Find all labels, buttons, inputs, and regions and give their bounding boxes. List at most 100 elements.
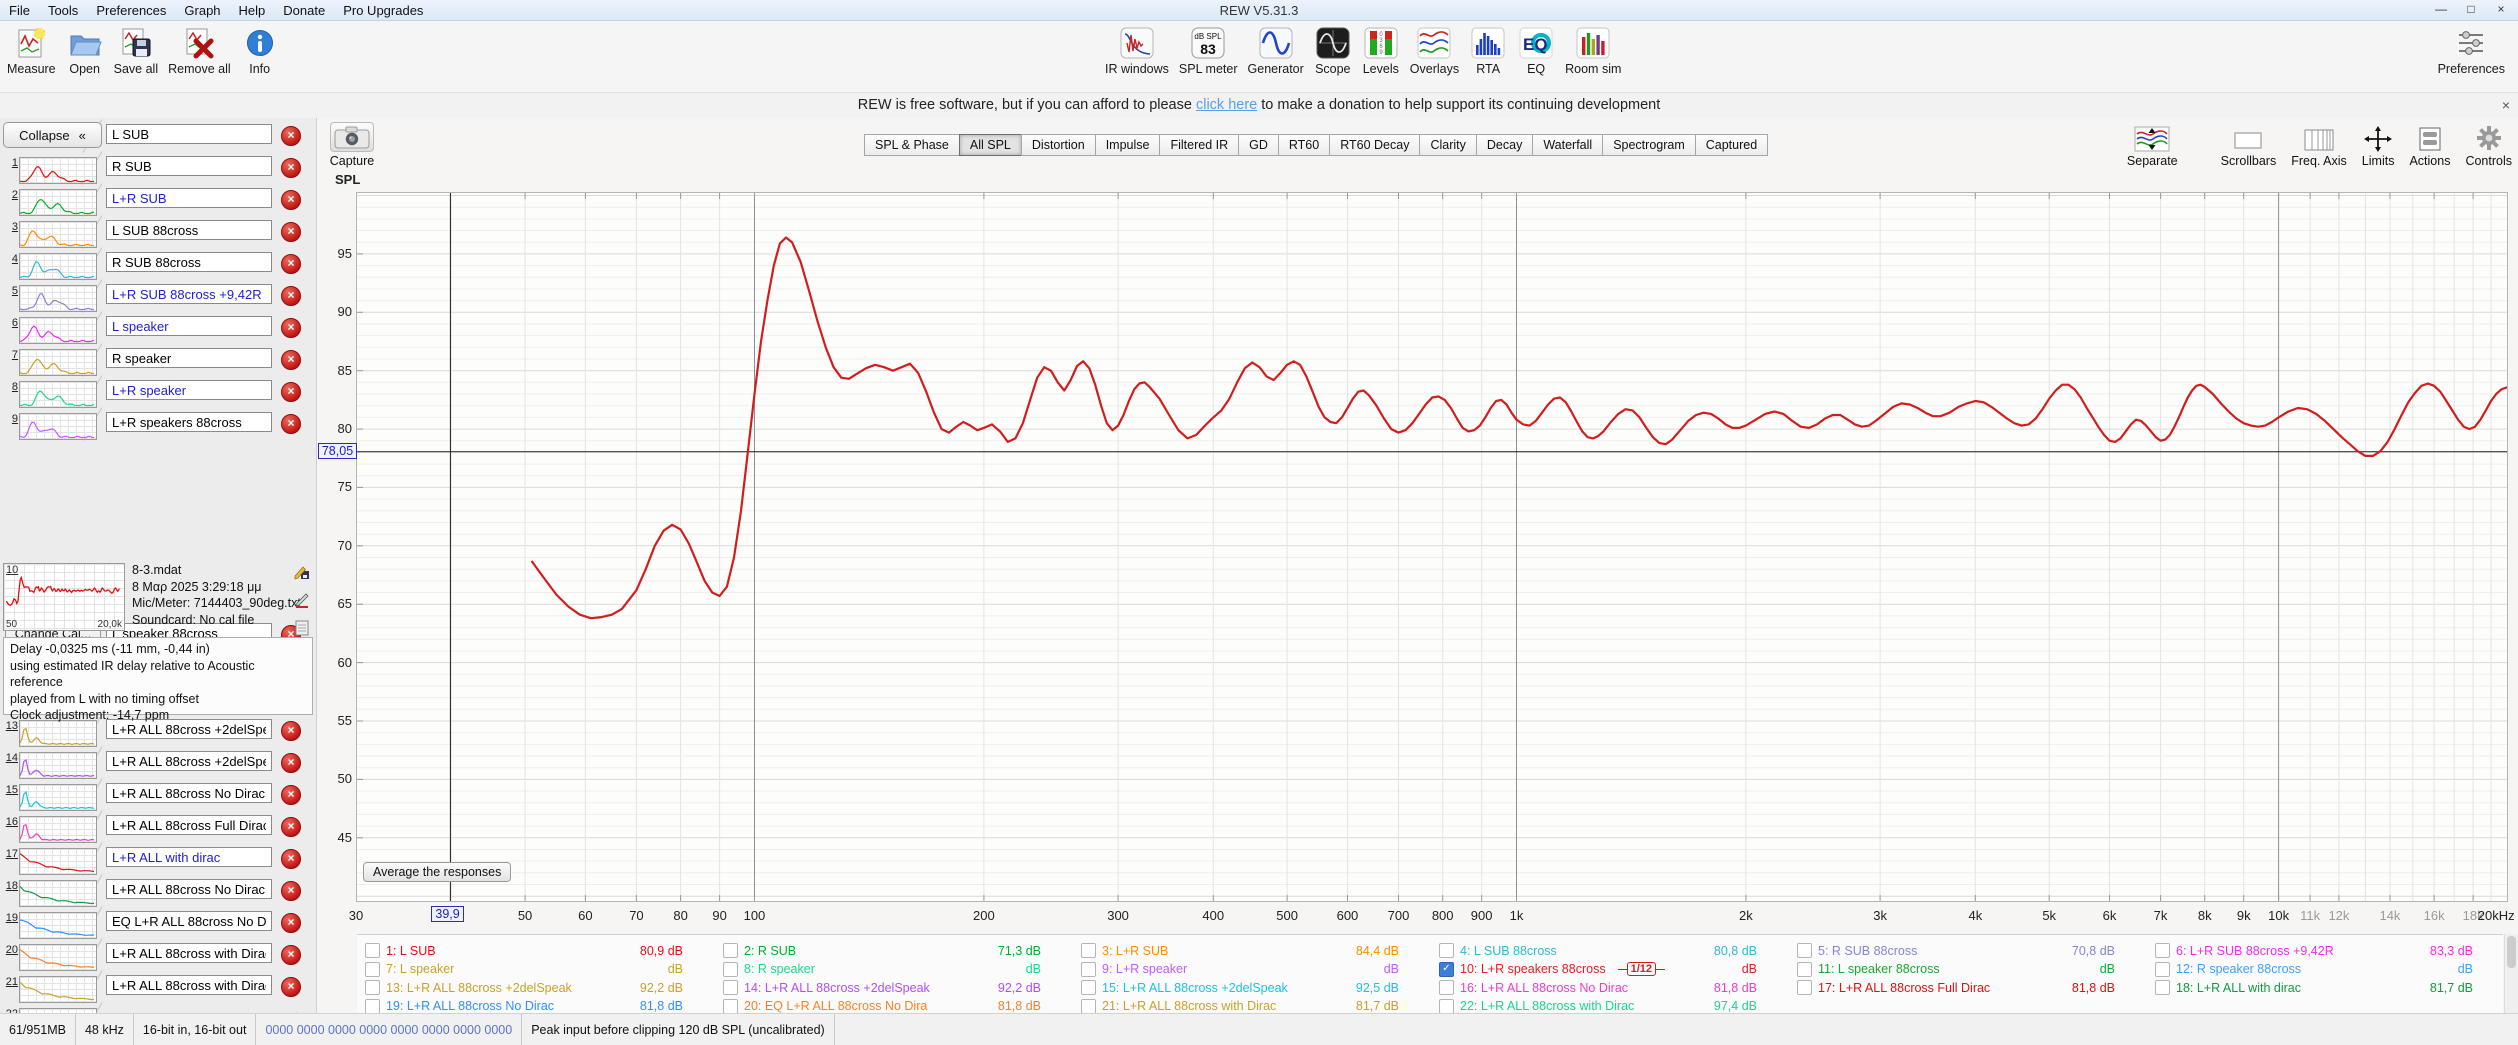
measurement-row[interactable]: 2× [0,183,316,217]
delete-measurement-button[interactable]: × [281,817,301,837]
measurement-row[interactable]: 14 × [0,746,316,780]
measurement-thumbnail[interactable]: 6 [2,317,97,344]
legend-scrollbar-thumb[interactable] [2507,936,2516,968]
legend-entry[interactable]: 12: R speaker 88cross dB [2155,961,2473,978]
measurement-name-input[interactable] [106,252,272,272]
capture-button[interactable]: Capture [323,122,381,168]
measurement-thumbnail[interactable]: 14 [2,752,97,779]
legend-entry[interactable]: 1: L SUB 80,9 dB [365,942,683,959]
legend-label[interactable]: 12: R speaker 88cross [2176,962,2302,976]
graph-button-freq-axis[interactable]: Freq. Axis [2291,120,2347,168]
toolbar-button-eq[interactable]: EQ EQ [1517,26,1555,76]
toolbar-button-remove-all[interactable]: Remove all [168,26,231,76]
menu-tools[interactable]: Tools [47,2,79,18]
measurement-thumbnail[interactable]: 3 [2,221,97,248]
legend-label[interactable]: 3: L+R SUB [1102,943,1169,958]
toolbar-button-room-sim[interactable]: Room sim [1565,26,1621,76]
legend-checkbox[interactable] [723,943,738,958]
menu-pro-upgrades[interactable]: Pro Upgrades [343,2,424,18]
legend-checkbox[interactable] [1797,961,1812,977]
toolbar-button-scope[interactable]: Scope [1314,26,1352,76]
delete-measurement-button[interactable]: × [281,190,301,210]
measurement-name-input[interactable] [106,412,272,432]
toolbar-button-ir-windows[interactable]: IR windows [1105,26,1169,76]
legend-checkbox[interactable] [1081,998,1096,1014]
close-message-icon[interactable]: × [2501,97,2510,113]
toolbar-button-generator[interactable]: Generator [1248,26,1304,76]
legend-label[interactable]: 7: L speaker [386,962,455,976]
measurement-thumbnail[interactable]: 2 [2,189,97,216]
delete-measurement-button[interactable]: × [281,945,301,965]
legend-entry[interactable]: 19: L+R ALL 88cross No Dirac 81,8 dB [365,998,683,1015]
measurement-row[interactable]: 8× [0,375,316,409]
delete-measurement-button[interactable]: × [281,881,301,901]
legend-entry[interactable]: 21: L+R ALL 88cross with Dirac 81,7 dB [1081,998,1399,1015]
legend-checkbox[interactable] [2155,943,2170,958]
toolbar-button-rta[interactable]: RTA [1469,26,1507,76]
edit-ir-icon[interactable] [294,592,310,613]
menu-graph[interactable]: Graph [184,2,221,18]
legend-entry[interactable]: 18: L+R ALL with dirac 81,7 dB [2155,979,2473,996]
collapse-sidebar-button[interactable]: Collapse « [3,122,102,148]
toolbar-button-open[interactable]: Open [66,26,104,76]
measurement-name-input[interactable] [106,879,272,899]
measurement-name-input[interactable] [106,220,272,240]
measurement-row[interactable]: 6× [0,311,316,345]
donation-link[interactable]: click here [1195,97,1258,113]
tab-clarity[interactable]: Clarity [1419,134,1477,156]
delete-measurement-button[interactable]: × [281,721,301,741]
delete-measurement-button[interactable]: × [281,318,301,338]
toolbar-button-measure[interactable]: Measure [7,26,56,76]
measurement-thumbnail[interactable]: 18 [2,880,97,907]
toolbar-button-preferences[interactable]: Preferences [2438,26,2505,76]
measurement-row[interactable]: 13 × [0,714,316,748]
legend-checkbox[interactable] [1797,943,1812,958]
tab-waterfall[interactable]: Waterfall [1532,134,1604,156]
legend-label[interactable]: 11: L speaker 88cross [1818,962,1940,976]
measurement-row[interactable]: 9× [0,407,316,441]
measurement-thumbnail[interactable]: 15 [2,784,97,811]
menu-help[interactable]: Help [238,2,266,18]
legend-entry[interactable]: 11: L speaker 88cross dB [1797,961,2115,978]
measurement-row[interactable]: 1× [0,151,316,185]
legend-label[interactable]: 20: EQ L+R ALL 88cross No Dira [744,999,928,1013]
measurement-name-input[interactable] [106,847,272,867]
delete-measurement-button[interactable]: × [281,913,301,933]
legend-entry[interactable]: 6: L+R SUB 88cross +9,42R 83,3 dB [2155,942,2473,959]
tab-spectrogram[interactable]: Spectrogram [1602,134,1696,156]
measurement-row[interactable]: 4× [0,247,316,281]
legend-label[interactable]: 21: L+R ALL 88cross with Dirac [1102,999,1277,1013]
measurement-row[interactable]: 7× [0,343,316,377]
legend-checkbox[interactable] [1081,943,1096,958]
toolbar-button-save-all[interactable]: Save all [114,26,158,76]
delete-measurement-button[interactable]: × [281,414,301,434]
measurement-thumbnail[interactable]: 4 [2,253,97,280]
measurement-thumbnail[interactable]: 8 [2,381,97,408]
legend-checkbox[interactable] [1439,980,1454,995]
legend-checkbox[interactable] [2155,961,2170,977]
menu-preferences[interactable]: Preferences [96,2,167,18]
measurement-thumbnail[interactable]: 16 [2,816,97,843]
measurement-name-input[interactable] [106,719,272,739]
measurement-name-input[interactable] [106,156,272,176]
legend-checkbox[interactable]: ✓ [1439,961,1454,977]
measurement-thumbnail[interactable]: 22 [2,1008,97,1013]
measurement-row[interactable]: 20 × [0,938,316,972]
measurement-name-input[interactable] [106,284,272,304]
legend-entry[interactable]: ✓ 10: L+R speakers 88cross 1/12 dB [1439,961,1757,978]
delete-measurement-button[interactable]: × [281,286,301,306]
tab-captured[interactable]: Captured [1694,134,1769,156]
measurement-thumbnail[interactable]: 20 [2,944,97,971]
graph-button-limits[interactable]: Limits [2362,120,2394,168]
legend-checkbox[interactable] [723,998,738,1014]
measurement-thumbnail[interactable]: 21 [2,976,97,1003]
tab-decay[interactable]: Decay [1475,134,1534,156]
measurement-row[interactable]: Collapse « × [0,119,316,153]
measurement-thumbnail[interactable]: 5 [2,285,97,312]
legend-entry[interactable]: 9: L+R speaker dB [1081,961,1399,978]
legend-label[interactable]: 15: L+R ALL 88cross +2delSpeak [1102,980,1288,995]
measurement-name-input[interactable] [106,943,272,963]
legend-checkbox[interactable] [365,943,380,958]
legend-checkbox[interactable] [365,998,380,1014]
legend-entry[interactable]: 22: L+R ALL 88cross with Dirac 97,4 dB [1439,998,1757,1015]
